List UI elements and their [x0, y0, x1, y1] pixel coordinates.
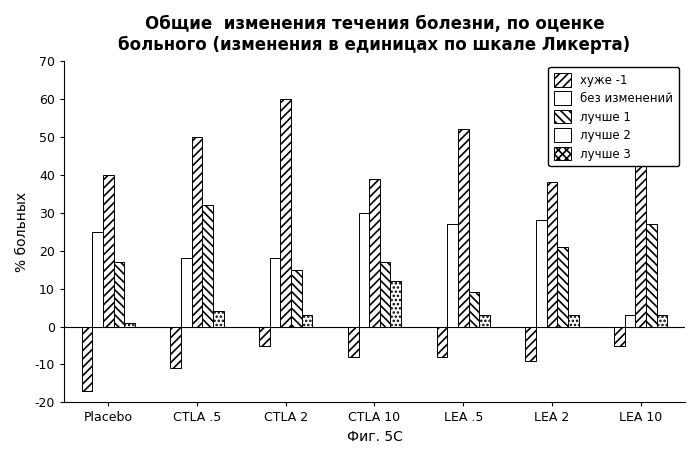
Bar	[202, 205, 213, 326]
Bar	[348, 326, 358, 357]
Bar	[536, 220, 547, 326]
Bar	[82, 326, 92, 391]
Bar	[291, 270, 302, 326]
Bar	[170, 326, 181, 368]
Bar	[259, 326, 270, 346]
Bar	[113, 262, 125, 326]
Bar	[525, 326, 536, 361]
Bar	[92, 232, 103, 326]
X-axis label: Фиг. 5С: Фиг. 5С	[346, 430, 402, 444]
Bar	[568, 315, 578, 326]
Bar	[270, 258, 281, 326]
Y-axis label: % больных: % больных	[15, 192, 29, 272]
Bar	[281, 99, 291, 326]
Bar	[369, 179, 380, 326]
Bar	[213, 311, 224, 326]
Bar	[614, 326, 624, 346]
Bar	[302, 315, 312, 326]
Bar	[646, 224, 657, 326]
Bar	[557, 247, 568, 326]
Bar	[480, 315, 490, 326]
Bar	[624, 315, 636, 326]
Legend: хуже -1, без изменений, лучше 1, лучше 2, лучше 3: хуже -1, без изменений, лучше 1, лучше 2…	[548, 67, 679, 167]
Bar	[657, 315, 667, 326]
Bar	[358, 213, 369, 326]
Bar	[103, 175, 113, 326]
Bar	[437, 326, 447, 357]
Bar	[181, 258, 192, 326]
Bar	[192, 137, 202, 326]
Bar	[125, 323, 135, 326]
Bar	[447, 224, 458, 326]
Title: Общие  изменения течения болезни, по оценке
больного (изменения в единицах по шк: Общие изменения течения болезни, по оцен…	[118, 15, 631, 54]
Bar	[468, 292, 480, 326]
Bar	[636, 111, 646, 326]
Bar	[547, 183, 557, 326]
Bar	[380, 262, 391, 326]
Bar	[458, 129, 468, 326]
Bar	[391, 281, 401, 326]
